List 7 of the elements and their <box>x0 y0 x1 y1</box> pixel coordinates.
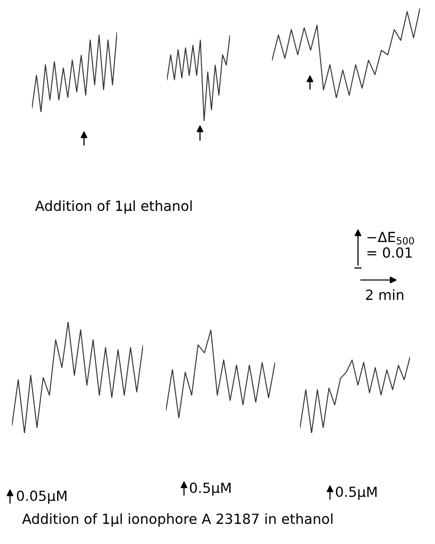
text: 0.05µM <box>16 490 66 504</box>
text: Addition of 1µl ethanol <box>35 200 192 214</box>
text: 0.5µM <box>336 486 377 500</box>
text: 0.5µM <box>190 482 231 496</box>
text: −ΔE$_{500}$ = 0.01 <box>367 232 414 258</box>
text: 2 min <box>366 289 404 300</box>
text: Addition of 1µl ionophore A 23187 in ethanol <box>22 513 332 527</box>
